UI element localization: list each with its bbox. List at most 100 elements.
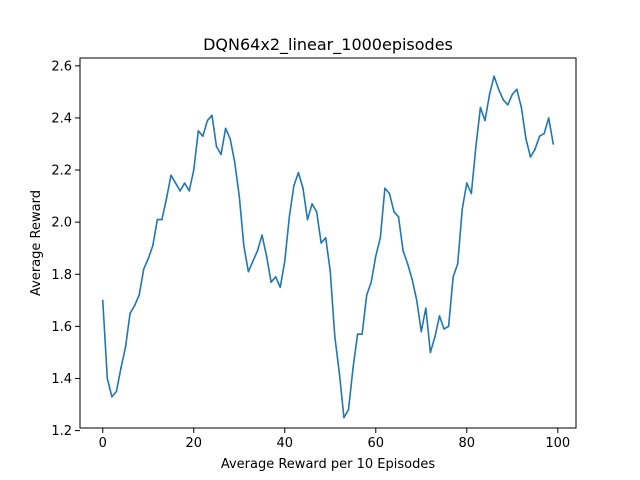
- data-point: [233, 161, 236, 164]
- data-point: [152, 244, 154, 247]
- data-point: [174, 182, 177, 184]
- data-point: [197, 130, 200, 132]
- data-point: [520, 106, 523, 109]
- data-point: [429, 351, 432, 354]
- data-point: [138, 294, 140, 296]
- y-tick-label: 1.2: [51, 424, 72, 439]
- data-point: [388, 192, 391, 195]
- data-point: [406, 263, 409, 265]
- data-point: [347, 408, 350, 411]
- data-point: [506, 104, 509, 106]
- data-point: [511, 93, 514, 96]
- data-point: [461, 208, 464, 210]
- data-point: [265, 255, 268, 257]
- data-point: [529, 156, 532, 158]
- data-point: [525, 137, 527, 140]
- data-point: [279, 286, 282, 289]
- x-tick-label: 40: [276, 436, 293, 451]
- data-point: [206, 119, 209, 122]
- data-point: [447, 325, 450, 328]
- data-point: [497, 88, 500, 91]
- data-point: [165, 197, 168, 200]
- data-point: [220, 153, 222, 156]
- data-point: [302, 187, 304, 190]
- plot-frame: [79, 57, 577, 429]
- data-point: [179, 190, 181, 192]
- x-tick-label: 0: [99, 436, 107, 451]
- data-point: [315, 210, 318, 213]
- data-point: [120, 367, 122, 369]
- data-point: [411, 278, 413, 281]
- y-tick-label: 2.2: [51, 164, 72, 179]
- data-point: [283, 260, 286, 263]
- data-point: [247, 270, 250, 273]
- chart-title: DQN64x2_linear_1000episodes: [203, 35, 453, 55]
- data-point: [306, 218, 309, 221]
- y-tick-label: 1.6: [51, 320, 72, 335]
- data-point: [311, 203, 313, 205]
- data-point: [261, 234, 263, 236]
- data-point: [516, 88, 518, 91]
- data-point: [434, 336, 436, 338]
- data-point: [343, 416, 345, 419]
- x-tick-label: 100: [545, 436, 570, 451]
- data-point: [374, 255, 377, 257]
- data-point: [324, 236, 327, 239]
- data-point: [129, 312, 131, 315]
- data-point: [106, 377, 109, 380]
- data-point: [379, 236, 382, 239]
- x-tick-label: 80: [459, 436, 476, 451]
- data-point: [370, 281, 373, 283]
- data-point: [438, 315, 441, 317]
- data-point: [192, 169, 195, 171]
- data-point: [147, 257, 150, 260]
- data-point: [211, 114, 213, 117]
- data-point: [393, 210, 395, 213]
- data-point: [538, 135, 541, 137]
- data-point: [124, 346, 127, 349]
- data-point: [493, 75, 495, 78]
- x-axis-label: Average Reward per 10 Episodes: [221, 457, 436, 472]
- data-point: [202, 135, 204, 137]
- data-point: [293, 184, 295, 187]
- y-tick-label: 1.8: [51, 268, 72, 283]
- data-point: [183, 182, 186, 184]
- data-point: [420, 330, 423, 333]
- data-point: [243, 244, 245, 247]
- data-point: [252, 260, 254, 263]
- data-point: [238, 195, 241, 197]
- data-point: [320, 242, 322, 244]
- data-point: [361, 333, 363, 336]
- data-point: [229, 137, 231, 140]
- data-point: [329, 270, 332, 273]
- data-point: [384, 187, 386, 190]
- data-point: [352, 367, 354, 369]
- data-point: [456, 263, 459, 265]
- data-point: [415, 299, 418, 302]
- data-point: [161, 218, 163, 221]
- x-tick-label: 60: [368, 436, 385, 451]
- data-point: [142, 268, 145, 270]
- data-point: [101, 299, 104, 302]
- data-point: [356, 333, 359, 336]
- data-point: [479, 106, 482, 109]
- data-point: [188, 190, 191, 192]
- data-point: [475, 145, 477, 148]
- data-point: [547, 117, 550, 119]
- data-point: [334, 336, 336, 338]
- data-point: [274, 276, 277, 278]
- data-point: [425, 307, 427, 309]
- data-point: [484, 119, 486, 122]
- y-axis-label: Average Reward: [29, 190, 44, 296]
- data-point: [115, 390, 118, 393]
- data-point: [552, 143, 555, 145]
- data-point: [465, 182, 468, 184]
- data-point: [224, 127, 227, 130]
- data-point: [470, 192, 473, 195]
- data-point: [502, 98, 504, 101]
- y-tick-label: 1.4: [51, 372, 72, 387]
- data-point: [534, 148, 536, 150]
- x-tick-label: 20: [185, 436, 202, 451]
- data-point: [452, 276, 454, 278]
